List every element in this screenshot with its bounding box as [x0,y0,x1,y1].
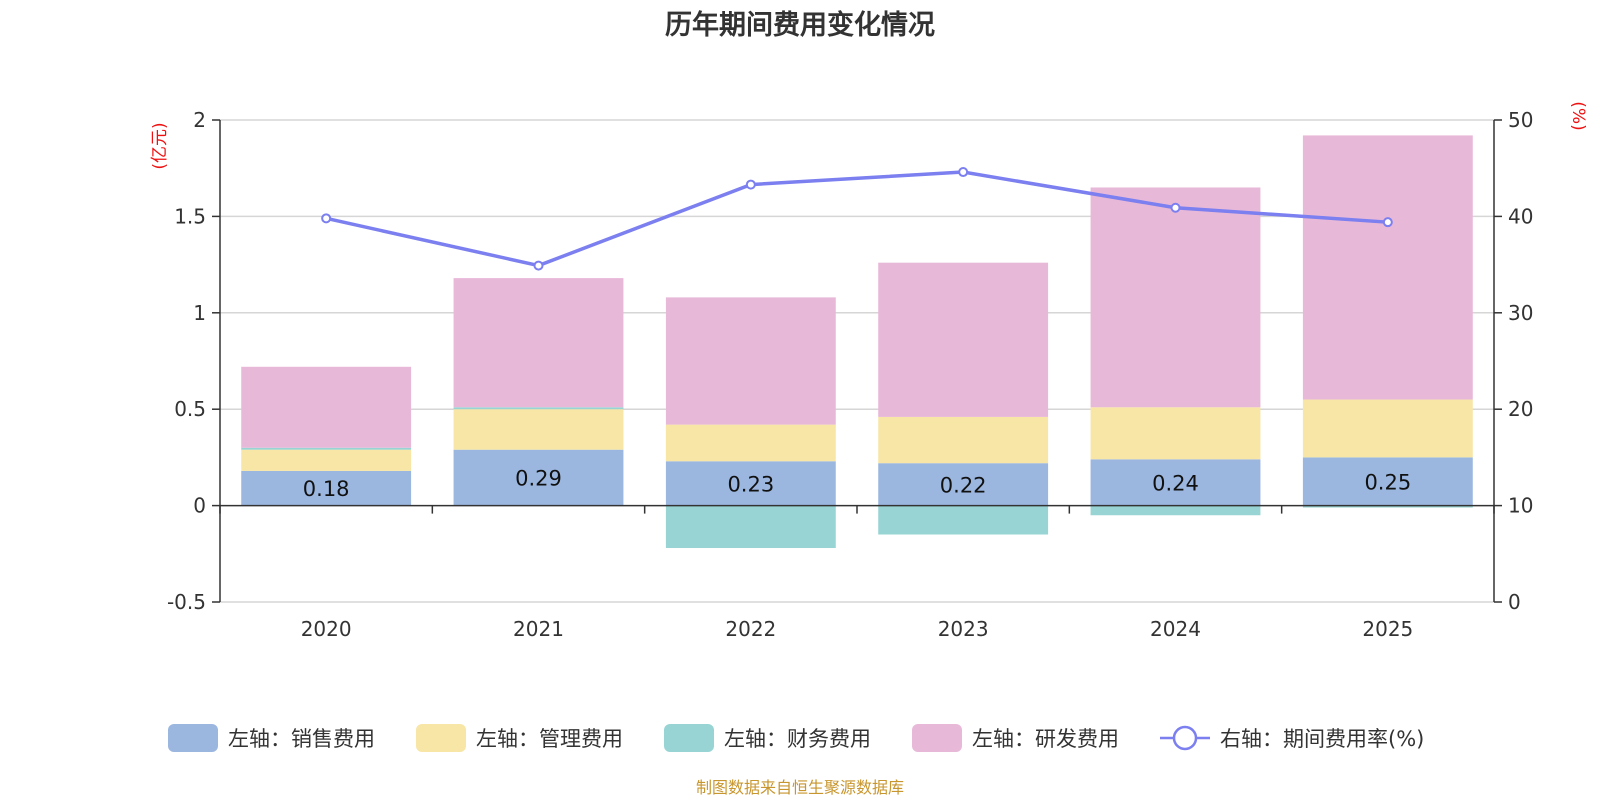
left-axis-tick-label: 1 [193,301,206,325]
rate-line-group [321,167,1393,271]
right-axis-tick-label: 30 [1508,301,1533,325]
legend-swatch [912,724,962,752]
bar-segment [241,449,412,471]
bar-segment [1302,505,1473,508]
legend-swatch [416,724,466,752]
bar-segment [1090,407,1261,460]
legend-label: 左轴：财务费用 [724,727,871,751]
bar-value-label: 0.18 [303,477,350,501]
x-axis-tick-label: 2022 [725,617,776,641]
rate-point [533,260,544,271]
rate-point [321,213,332,224]
legend-label: 左轴：管理费用 [476,727,623,751]
bar-segment [241,366,412,448]
bar-value-label: 0.23 [727,472,774,496]
right-axis-tick-label: 50 [1508,108,1533,132]
legend-label: 左轴：研发费用 [972,727,1119,751]
bar-segment [453,449,624,506]
right-axis-unit: (%) [1568,101,1588,130]
right-axis-tick-label: 0 [1508,590,1521,614]
rate-point [745,179,756,190]
bar-segment [453,407,624,410]
legend-swatch [664,724,714,752]
source-note: 制图数据来自恒生聚源数据库 [696,778,904,797]
bar-segment [665,505,836,549]
right-axis-tick-label: 40 [1508,204,1533,228]
left-axis-tick-label: 1.5 [174,204,206,228]
x-axis-tick-label: 2024 [1150,617,1201,641]
bar-segment [1090,459,1261,506]
bar-segment [241,470,412,506]
bar-segment [665,461,836,506]
rate-line [325,170,1388,268]
chart-title: 历年期间费用变化情况 [665,9,935,41]
right-axis-tick-label: 10 [1508,494,1533,518]
legend-label: 右轴：期间费用率(%) [1220,727,1424,751]
bar-segment [665,424,836,462]
bar-value-label: 0.29 [515,467,562,491]
bar-segment [1090,505,1261,516]
legend-swatch [168,724,218,752]
bar-segment [1302,135,1473,400]
bar-segment [878,505,1049,535]
bar-segment [878,463,1049,506]
rate-point [1170,202,1181,213]
bar-value-label: 0.25 [1364,471,1411,495]
left-axis-tick-label: 0 [193,494,206,518]
bar-segment [1302,399,1473,458]
bar-segment [878,262,1049,417]
bar-segment [878,416,1049,464]
bar-segment [241,447,412,450]
bar-value-label: 0.22 [940,473,987,497]
left-axis-tick-label: -0.5 [167,590,206,614]
bar-value-label: 0.24 [1152,471,1199,495]
x-axis-tick-label: 2020 [301,617,352,641]
rate-point [958,167,969,178]
x-axis-tick-label: 2023 [938,617,989,641]
bar-segment [453,278,624,408]
legend-label: 左轴：销售费用 [228,727,375,751]
x-axis-tick-label: 2021 [513,617,564,641]
x-axis-tick-label: 2025 [1362,617,1413,641]
right-axis-tick-label: 20 [1508,397,1533,421]
rate-point [1382,217,1393,228]
left-axis-tick-label: 2 [193,108,206,132]
bar-segment [665,297,836,425]
legend: 左轴：销售费用 左轴：管理费用 左轴：财务费用 左轴：研发费用 右轴：期间费用率(%) [168,724,1424,752]
left-axis-unit: (亿元) [150,122,170,169]
bar-segment [453,409,624,450]
bar-segment [1302,457,1473,506]
bars-group: 0.18 0.29 0.23 0.22 0.24 0.25 [241,135,1473,549]
legend-marker-swatch [1172,725,1198,751]
bar-segment [1090,187,1261,408]
left-axis-tick-label: 0.5 [174,397,206,421]
